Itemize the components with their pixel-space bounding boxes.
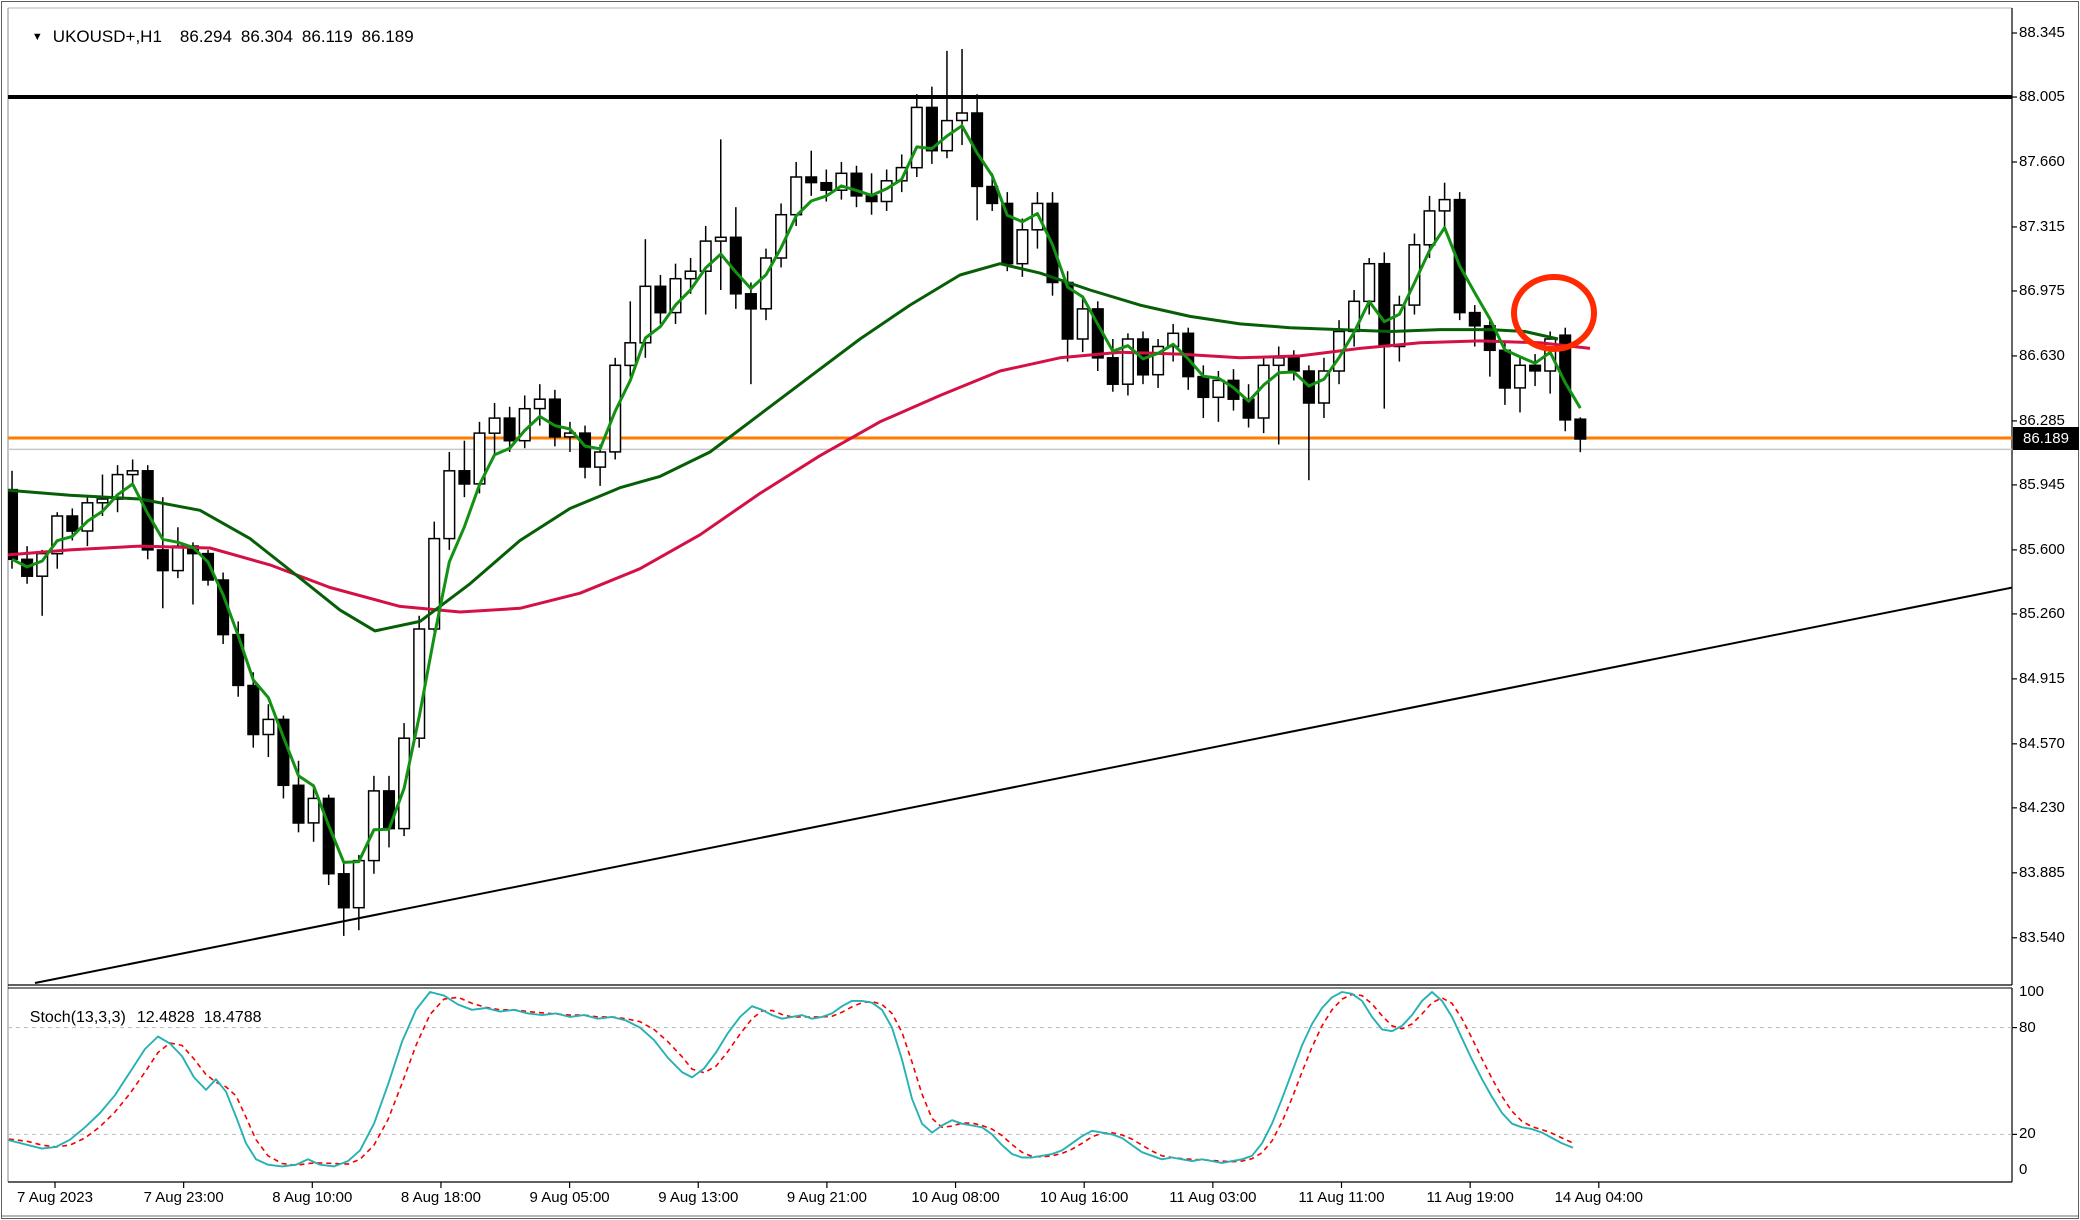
time-axis-label: 14 Aug 04:00 — [1554, 1189, 1644, 1206]
price-axis-label: 84.230 — [2019, 798, 2065, 816]
price-axis-label: 87.315 — [2019, 217, 2065, 235]
indicator-name: Stoch(13,3,3) — [29, 1009, 126, 1026]
price-axis-label: 88.005 — [2019, 88, 2065, 106]
quote-high: 86.304 — [240, 27, 293, 46]
price-axis-label: 88.345 — [2019, 24, 2065, 41]
current-price-tag: 86.189 — [2013, 426, 2079, 450]
time-axis-label: 10 Aug 16:00 — [1039, 1189, 1129, 1206]
time-axis-label: 7 Aug 23:00 — [143, 1189, 224, 1206]
stoch-pane — [8, 991, 2012, 1168]
stoch-d-line — [8, 993, 1574, 1167]
price-axis-label: 86.975 — [2019, 281, 2065, 299]
price-axis-label: 87.660 — [2019, 152, 2065, 170]
quote-open: 86.294 — [179, 27, 232, 46]
price-axis-label: 84.570 — [2019, 734, 2065, 752]
chart-title: ▼ UKOUSD+,H1 86.294 86.304 86.119 86.189 — [13, 7, 423, 67]
time-axis-label: 9 Aug 21:00 — [786, 1189, 867, 1206]
price-axis-label: 83.885 — [2019, 863, 2065, 881]
time-axis-label: 11 Aug 19:00 — [1426, 1189, 1514, 1206]
indicator-level-label: 0 — [2019, 1161, 2028, 1178]
ma-fast-line — [11, 124, 1582, 864]
time-axis-label: 9 Aug 13:00 — [658, 1189, 739, 1206]
pane-borders — [2, 7, 2078, 1217]
price-axis-label: 86.630 — [2019, 346, 2065, 364]
price-axis-label: 83.540 — [2019, 928, 2065, 946]
price-axis-label: 85.945 — [2019, 475, 2065, 493]
candle-series — [8, 49, 1587, 936]
time-axis-label: 11 Aug 11:00 — [1298, 1189, 1385, 1206]
price-axis-label: 85.600 — [2019, 540, 2065, 558]
time-axis-label: 8 Aug 10:00 — [272, 1189, 353, 1206]
indicator-label: Stoch(13,3,3) 12.4828 18.4788 — [12, 991, 271, 1045]
axis-ticks — [54, 32, 2017, 1188]
main-chart-pane — [8, 49, 2012, 984]
quote-close: 86.189 — [361, 27, 414, 46]
stoch-k-line — [8, 991, 1574, 1168]
indicator-level-label: 20 — [2019, 1125, 2036, 1143]
price-axis-label: 85.260 — [2019, 604, 2065, 622]
ma-long-line — [8, 339, 1591, 614]
indicator-d-value: 18.4788 — [203, 1009, 262, 1026]
trendline — [34, 586, 2012, 984]
highlight-circle — [1511, 274, 1597, 352]
ma-slow-line — [8, 262, 1559, 633]
price-axis-label: 84.915 — [2019, 669, 2065, 687]
time-axis-label: 9 Aug 05:00 — [529, 1189, 610, 1206]
quote-low: 86.119 — [301, 27, 353, 46]
time-axis-label: 8 Aug 18:00 — [400, 1189, 481, 1206]
symbol-label: UKOUSD+,H1 — [52, 27, 162, 46]
indicator-level-label: 80 — [2019, 1018, 2036, 1036]
symbol-dropdown-icon[interactable]: ▼ — [31, 31, 43, 43]
indicator-level-label: 100 — [2019, 983, 2045, 1000]
time-axis-label: 10 Aug 08:00 — [911, 1189, 1000, 1206]
time-axis-label: 11 Aug 03:00 — [1169, 1189, 1257, 1206]
time-axis-label: 7 Aug 2023 — [17, 1189, 93, 1206]
indicator-k-value: 12.4828 — [136, 1009, 195, 1026]
price-axis-label: 86.285 — [2019, 411, 2065, 429]
